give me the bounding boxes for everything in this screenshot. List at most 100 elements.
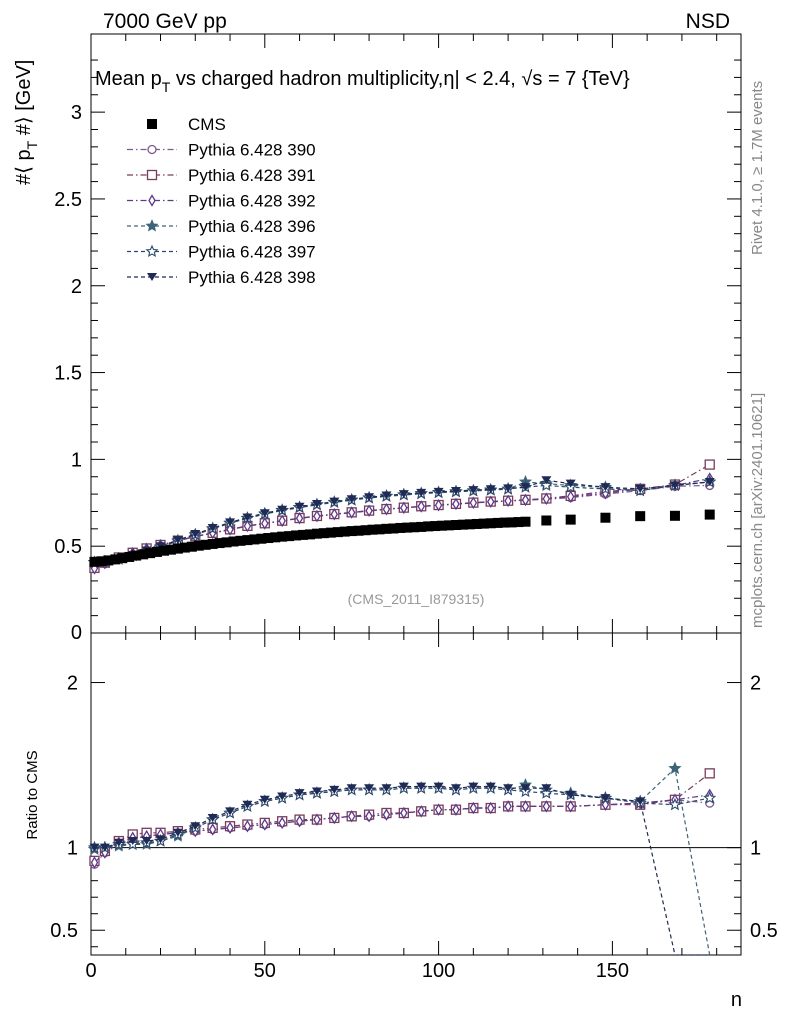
data-point (148, 194, 156, 207)
ratio-y-tick-label-right: 2 (750, 673, 761, 695)
data-point (416, 782, 427, 791)
ratio-y-tick-label-right: 1 (750, 838, 761, 860)
data-point (506, 517, 517, 528)
data-point (485, 485, 496, 494)
data-point (330, 811, 339, 825)
data-point (668, 797, 682, 811)
data-point (207, 538, 218, 549)
data-point (499, 517, 510, 528)
data-point (242, 535, 253, 546)
data-point (382, 502, 391, 516)
data-point (90, 856, 99, 869)
data-point (539, 786, 553, 799)
data-point (207, 813, 218, 822)
data-point (434, 803, 443, 816)
data-point (398, 782, 409, 791)
header-right: NSD (686, 10, 730, 33)
data-point (434, 498, 443, 512)
legend-item: Pythia 6.428 392 (127, 192, 316, 211)
data-point (704, 768, 715, 779)
series-line (94, 481, 710, 564)
x-tick-label: 0 (85, 960, 96, 982)
ratio-plot-frame (90, 632, 742, 956)
tick-labels: 0 50 100 150 0.5 1 1.5 2 2.5 3 0 0.5 0.5 1 1 2 2 (50, 102, 778, 982)
legend-item: CMS (147, 115, 226, 134)
mcplots-watermark: mcplots.cern.ch [arXiv:2401.10621] (749, 393, 766, 628)
data-point (452, 497, 460, 511)
data-point (147, 119, 157, 129)
data-point (242, 800, 253, 809)
main-plot-series (87, 459, 717, 575)
data-point (668, 761, 682, 775)
legend-item: Pythia 6.428 390 (127, 141, 316, 160)
data-point (388, 523, 399, 534)
legend: CMS Pythia 6.428 390 Pythia 6.428 391 Pythi… (127, 115, 316, 287)
data-point (513, 517, 524, 528)
data-point (437, 520, 448, 531)
chart-title: Mean pT vs charged hadron multiplicity,η… (95, 68, 630, 95)
data-point (398, 490, 409, 499)
ratio-plot-series (87, 761, 717, 956)
main-y-tick-label: 0.5 (54, 536, 82, 558)
data-point (409, 522, 420, 533)
data-point (193, 540, 204, 551)
data-point (332, 527, 343, 538)
rivet-watermark: Rivet 4.1.0, ≥ 1.7M events (749, 81, 766, 255)
data-point (600, 483, 611, 492)
data-point (89, 556, 100, 567)
data-point (457, 519, 468, 530)
data-point (669, 510, 680, 521)
data-point (263, 533, 274, 544)
data-point (365, 810, 373, 823)
series-pythia-6-428-397 (87, 474, 717, 568)
data-point (291, 530, 302, 541)
data-point (469, 801, 478, 815)
data-point (704, 477, 715, 486)
data-point (200, 539, 211, 550)
data-point (295, 814, 304, 828)
data-point (565, 514, 576, 525)
data-point (346, 784, 357, 793)
data-point (145, 244, 159, 258)
data-point (468, 486, 479, 495)
data-point (117, 553, 128, 564)
data-point (471, 518, 482, 529)
data-point (485, 782, 496, 791)
data-point (416, 521, 427, 532)
data-point (147, 144, 157, 155)
ratio-y-tick-label: 1 (67, 838, 78, 860)
data-point (103, 555, 114, 566)
legend-item: Pythia 6.428 398 (127, 268, 316, 287)
data-point (277, 792, 288, 801)
data-point (259, 509, 270, 518)
data-point (520, 516, 531, 527)
data-point (521, 800, 530, 813)
data-point (635, 797, 646, 806)
data-point (313, 509, 321, 523)
data-point (277, 505, 288, 514)
data-point (89, 843, 100, 852)
data-point (298, 529, 309, 540)
data-point (520, 784, 531, 793)
main-y-zero-label: 0 (71, 622, 82, 644)
data-point (294, 502, 305, 511)
data-point (430, 521, 441, 532)
data-point (113, 838, 124, 847)
data-point (364, 784, 375, 793)
data-point (131, 550, 142, 561)
data-point (261, 818, 269, 831)
data-point (423, 521, 434, 532)
data-point (295, 511, 304, 525)
data-point (165, 544, 176, 555)
data-point (382, 808, 391, 821)
data-point (374, 524, 385, 535)
data-point (141, 837, 152, 846)
x-tick-label: 50 (254, 960, 276, 982)
ratio-series-pythia-6-428-398 (89, 782, 710, 956)
legend-label: Pythia 6.428 391 (188, 166, 316, 185)
data-point (172, 543, 183, 554)
data-point (221, 537, 232, 548)
data-point (346, 526, 357, 537)
ratio-y-tick-label: 0.5 (50, 920, 78, 942)
